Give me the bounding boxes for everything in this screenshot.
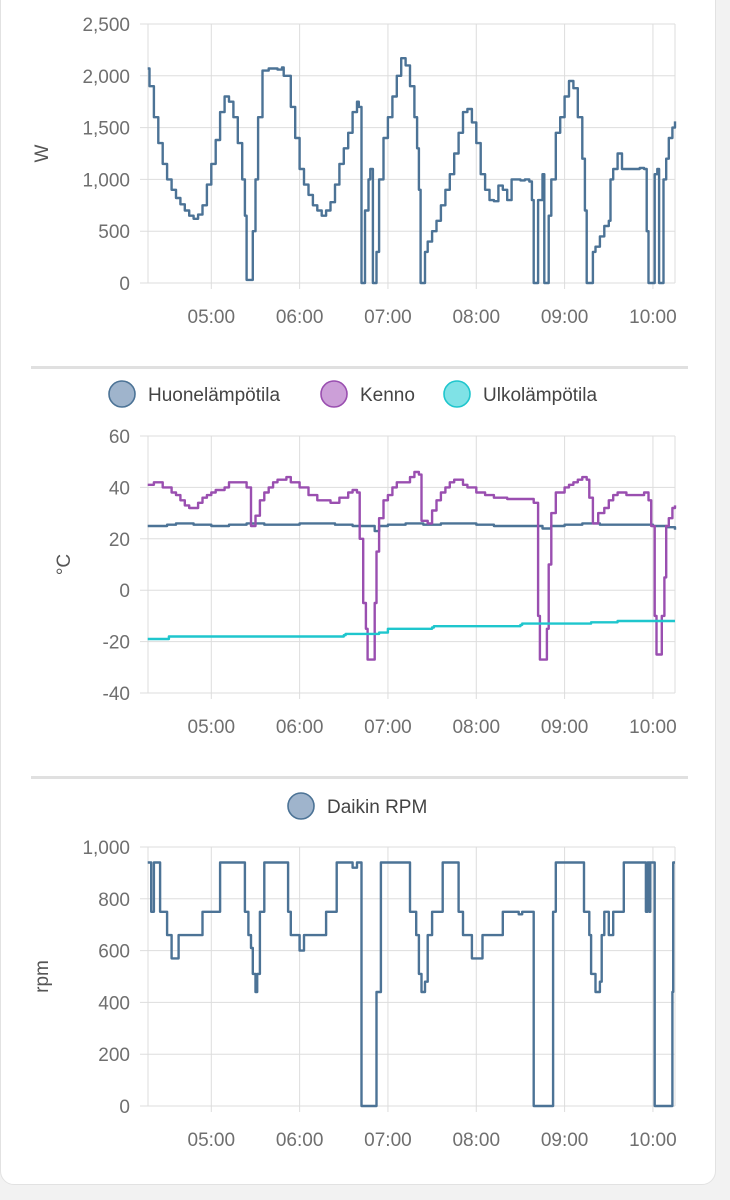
- legend-item[interactable]: Huonelämpötila: [108, 380, 280, 408]
- series-line: [147, 522, 677, 533]
- x-tick-label: 08:00: [452, 307, 500, 328]
- x-tick-label: 06:00: [276, 717, 324, 738]
- x-tick-label: 10:00: [629, 1130, 677, 1151]
- chart-1: 0 500 1,000 1,500 2,000 2,500 05:00 06:00 07:00 0…: [32, 15, 677, 328]
- y-tick-label: 60: [109, 427, 130, 448]
- x-tick-label: 10:00: [629, 717, 677, 738]
- legend-swatch[interactable]: [443, 380, 471, 408]
- y-tick-label: 0: [119, 581, 130, 602]
- x-tick-label: 09:00: [541, 1130, 589, 1151]
- x-tick-label: 06:00: [276, 307, 324, 328]
- legend-item[interactable]: Kenno: [320, 380, 415, 408]
- chart-divider: [31, 776, 688, 779]
- legend-swatch[interactable]: [320, 380, 348, 408]
- y-tick-label: 40: [109, 478, 130, 499]
- legend-item[interactable]: Daikin RPM: [287, 792, 427, 820]
- y-tick-label: 800: [98, 890, 130, 911]
- y-tick-label: 400: [98, 993, 130, 1014]
- x-tick-label: 08:00: [452, 1130, 500, 1151]
- x-tick-label: 10:00: [629, 307, 677, 328]
- legend-label[interactable]: Ulkolämpötila: [483, 385, 597, 406]
- series-line: [147, 619, 675, 641]
- x-tick-label: 09:00: [541, 307, 589, 328]
- y-tick-label: 20: [109, 530, 130, 551]
- x-tick-label: 05:00: [188, 307, 236, 328]
- legend-label[interactable]: Huonelämpötila: [148, 385, 280, 406]
- y-tick-label: 0: [119, 1097, 130, 1118]
- x-tick-label: 07:00: [364, 717, 412, 738]
- y-tick-label: 1,000: [82, 170, 130, 191]
- x-tick-label: 05:00: [188, 1130, 236, 1151]
- legend-item[interactable]: Ulkolämpötila: [443, 380, 597, 408]
- legend-swatch[interactable]: [108, 380, 136, 408]
- x-tick-label: 09:00: [541, 717, 589, 738]
- y-tick-label: 0: [119, 274, 130, 295]
- x-tick-label: 05:00: [188, 717, 236, 738]
- series-line: [147, 57, 677, 285]
- y-tick-label: 2,000: [82, 67, 130, 88]
- chart-3: 0 200 400 600 800 1,000 05:00 06:00 07:00 08:00 09…: [32, 792, 677, 1151]
- y-axis-label: °C: [54, 554, 75, 575]
- y-tick-label: 200: [98, 1045, 130, 1066]
- legend-label[interactable]: Kenno: [360, 385, 415, 406]
- series-line: [147, 470, 677, 661]
- y-axis-label: rpm: [32, 960, 53, 993]
- x-tick-label: 08:00: [452, 717, 500, 738]
- y-tick-label: 500: [98, 222, 130, 243]
- chart-2: -40 -20 0 20 40 60 05:00 06:00 07:00 08:00 09:00 10…: [54, 380, 677, 738]
- y-tick-label: 1,000: [82, 838, 130, 859]
- y-tick-label: 2,500: [82, 15, 130, 36]
- legend-label[interactable]: Daikin RPM: [327, 797, 427, 818]
- x-tick-label: 07:00: [364, 1130, 412, 1151]
- y-tick-label: 600: [98, 942, 130, 963]
- series-line: [147, 861, 675, 1108]
- chart-divider: [31, 366, 688, 369]
- y-tick-label: -20: [103, 633, 130, 654]
- legend-swatch[interactable]: [287, 792, 315, 820]
- x-tick-label: 07:00: [364, 307, 412, 328]
- y-tick-label: 1,500: [82, 119, 130, 140]
- y-axis-label: W: [32, 144, 53, 162]
- x-tick-label: 06:00: [276, 1130, 324, 1151]
- y-tick-label: -40: [103, 684, 130, 705]
